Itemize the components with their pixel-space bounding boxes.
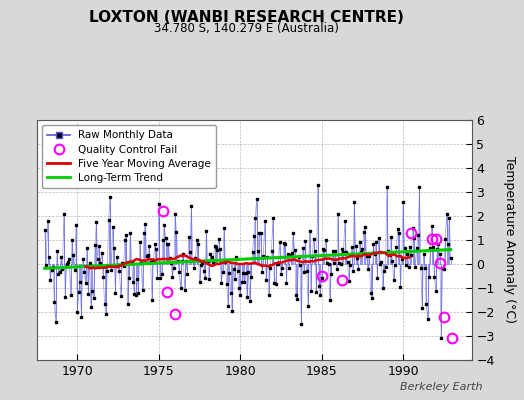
Text: LOXTON (WANBI RESEARCH CENTRE): LOXTON (WANBI RESEARCH CENTRE) xyxy=(89,10,403,25)
Y-axis label: Temperature Anomaly (°C): Temperature Anomaly (°C) xyxy=(503,156,516,324)
Text: Berkeley Earth: Berkeley Earth xyxy=(400,382,482,392)
Legend: Raw Monthly Data, Quality Control Fail, Five Year Moving Average, Long-Term Tren: Raw Monthly Data, Quality Control Fail, … xyxy=(42,125,216,188)
Text: 34.780 S, 140.279 E (Australia): 34.780 S, 140.279 E (Australia) xyxy=(154,22,339,35)
